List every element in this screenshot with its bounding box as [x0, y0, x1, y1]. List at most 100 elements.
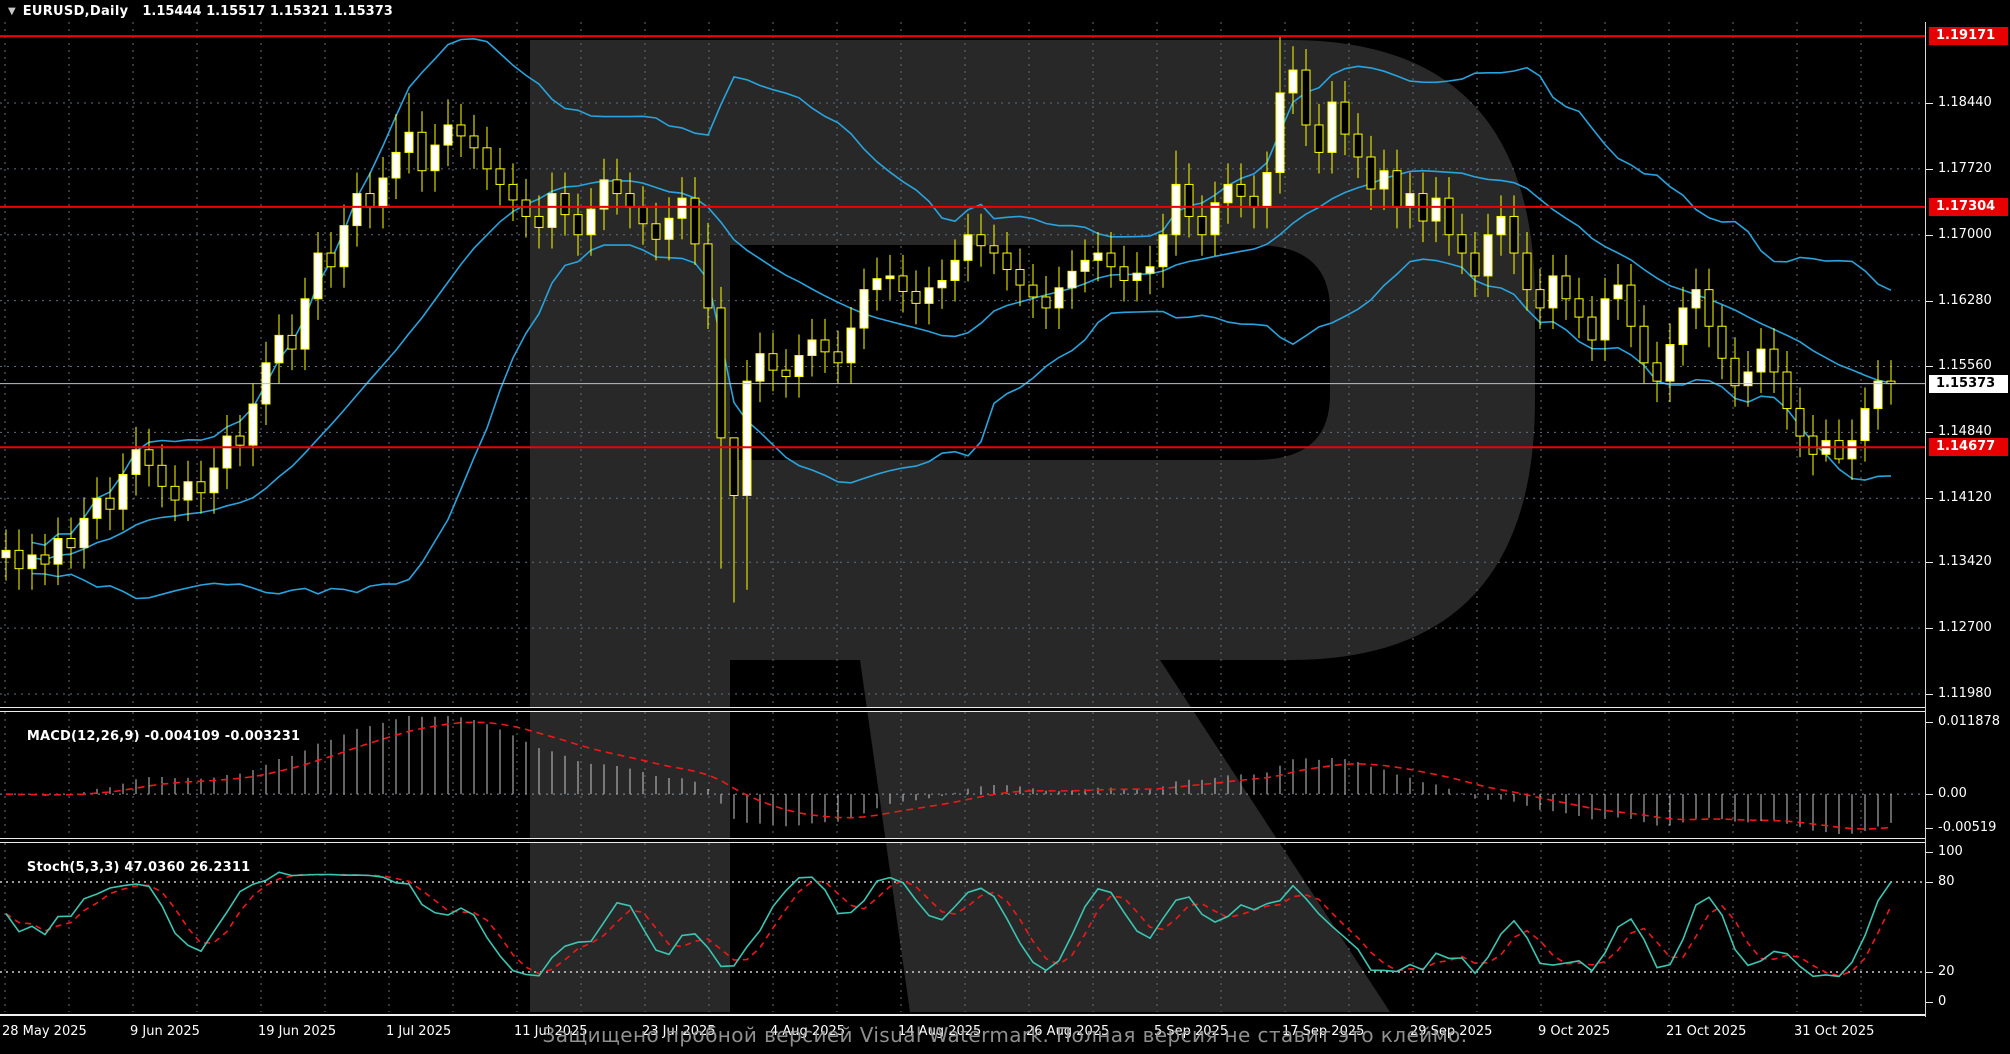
- candle-body: [1613, 284, 1623, 300]
- candle-body: [1028, 284, 1038, 298]
- symbol-dropdown-icon[interactable]: ▼: [8, 5, 16, 17]
- candle-body: [716, 307, 726, 439]
- macd-signal-line: [5, 721, 1892, 830]
- price-axis-label: 1.18440: [1938, 95, 1992, 110]
- candle-body: [1808, 435, 1818, 455]
- stoch-axis-label: 80: [1938, 874, 1955, 889]
- candle-body: [1249, 195, 1259, 208]
- date-axis-label: 19 Jun 2025: [258, 1024, 337, 1039]
- candle-body: [638, 206, 648, 225]
- stoch-axis-label: 20: [1938, 964, 1955, 979]
- candle-body: [1756, 348, 1766, 373]
- candle-body: [1041, 296, 1051, 309]
- candle-body: [313, 252, 323, 300]
- candle-body: [1444, 197, 1454, 236]
- macd-label: MACD(12,26,9) -0.004109 -0.003231: [26, 729, 301, 744]
- candle-body: [547, 193, 557, 228]
- stoch-panel[interactable]: [0, 843, 1925, 1014]
- candle-body: [885, 275, 895, 280]
- candle-body: [1860, 408, 1870, 442]
- candle-body: [1509, 215, 1519, 254]
- candle-body: [1431, 197, 1441, 222]
- axis-tick: [1926, 972, 1933, 973]
- candle-body: [1080, 259, 1090, 272]
- candles-layer: [1, 36, 1896, 603]
- candle-body: [781, 369, 791, 378]
- candle-body: [1834, 440, 1844, 460]
- candle-body: [1171, 183, 1181, 236]
- candle-body: [768, 353, 778, 371]
- stoch-label: Stoch(5,3,3) 47.0360 26.2311: [26, 860, 251, 875]
- candle-body: [794, 355, 804, 378]
- time-axis[interactable]: 28 May 2025 9 Jun 2025 19 Jun 2025 1 Jul 20…: [0, 1014, 2010, 1054]
- candle-body: [625, 193, 635, 208]
- date-axis-label: 29 Sep 2025: [1410, 1024, 1493, 1039]
- candle-body: [391, 151, 401, 179]
- symbol-timeframe-label[interactable]: EURUSD,Daily: [22, 3, 129, 19]
- candle-body: [560, 193, 570, 216]
- macd-panel[interactable]: [0, 712, 1925, 838]
- bollinger-lower: [31, 244, 1892, 600]
- candle-body: [1782, 371, 1792, 410]
- candle-body: [1665, 344, 1675, 382]
- candle-body: [677, 197, 687, 219]
- axis-tick: [1926, 168, 1933, 170]
- candle-body: [1314, 124, 1324, 153]
- candle-body: [1691, 289, 1701, 309]
- candle-body: [1470, 252, 1480, 277]
- axis-tick: [1926, 300, 1933, 302]
- ohlc-values: 1.15444 1.15517 1.15321 1.15373: [142, 3, 393, 19]
- candle-body: [1548, 275, 1558, 309]
- date-axis-label: 5 Sep 2025: [1154, 1024, 1229, 1039]
- axis-tick: [1926, 103, 1933, 104]
- candle-body: [495, 168, 505, 185]
- current-price-badge: 1.15373: [1929, 374, 2008, 393]
- candle-body: [144, 449, 154, 466]
- date-axis-label: 11 Jul 2025: [514, 1024, 588, 1039]
- candle-body: [1379, 170, 1389, 190]
- panel-resize-handle[interactable]: [0, 707, 1925, 712]
- price-axis-label: 1.17000: [1938, 226, 1992, 242]
- date-axis-label: 9 Jun 2025: [130, 1024, 200, 1039]
- stoch-axis-label: 0: [1938, 994, 1947, 1009]
- candle-body: [443, 124, 453, 146]
- candle-body: [1730, 357, 1740, 387]
- candle-body: [287, 334, 297, 350]
- candle-body: [1587, 316, 1597, 341]
- candle-body: [1106, 252, 1116, 268]
- candle-body: [1093, 252, 1103, 261]
- candle-body: [820, 339, 830, 353]
- candle-body: [1574, 298, 1584, 318]
- candle-body: [950, 259, 960, 281]
- candle-body: [690, 197, 700, 245]
- price-axis-label: 1.14120: [1938, 490, 1992, 506]
- price-axis[interactable]: 1.18440 1.17720 1.17000 1.16280 1.15560 1.148…: [1925, 22, 2010, 1017]
- candle-body: [1795, 408, 1805, 437]
- candle-body: [1535, 289, 1545, 309]
- price-axis-label: 1.13420: [1938, 554, 1992, 570]
- stoch-main-line: [5, 871, 1892, 978]
- stoch-axis-label: 100: [1938, 844, 1963, 859]
- candle-body: [807, 339, 817, 357]
- chart-header: ▼ EURUSD,Daily 1.15444 1.15517 1.15321 1…: [0, 0, 2010, 22]
- candle-body: [521, 199, 531, 217]
- candle-body: [1717, 325, 1727, 359]
- candle-body: [378, 177, 388, 208]
- axis-tick: [1926, 722, 1933, 723]
- price-level-badge: 1.19171: [1929, 27, 2008, 46]
- panel-resize-handle[interactable]: [0, 838, 1925, 843]
- axis-tick: [1926, 882, 1933, 883]
- date-axis-label: 9 Oct 2025: [1538, 1024, 1611, 1039]
- axis-tick: [1926, 828, 1933, 829]
- price-chart[interactable]: [0, 22, 1925, 706]
- candle-body: [1457, 234, 1467, 254]
- date-axis-label: 31 Oct 2025: [1794, 1024, 1875, 1039]
- price-axis-label: 1.14840: [1938, 424, 1992, 440]
- axis-tick: [1926, 794, 1933, 796]
- bollinger-middle: [31, 169, 1892, 561]
- candle-body: [1015, 269, 1025, 286]
- candle-body: [872, 278, 882, 291]
- candle-body: [456, 124, 466, 137]
- candle-body: [274, 334, 284, 364]
